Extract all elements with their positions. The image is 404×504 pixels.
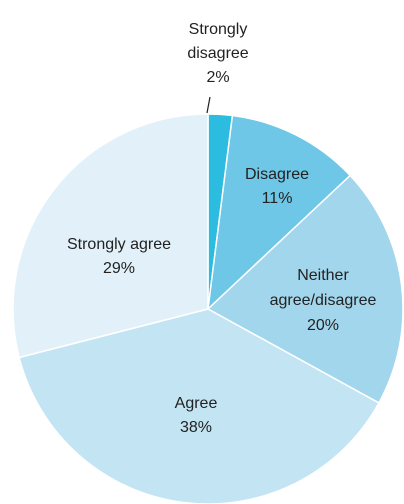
label-strongly-agree: Strongly agree: [67, 236, 171, 253]
label-agree: Agree: [175, 395, 218, 412]
label-strongly-agree-value: 29%: [103, 260, 135, 277]
label-neither-value: 20%: [307, 317, 339, 334]
pie-slice-disagree: [206, 114, 352, 311]
pie-slice-agree: [18, 308, 380, 504]
label-strongly-disagree-line1: Strongly: [189, 21, 248, 38]
label-disagree: Disagree: [245, 166, 309, 183]
label-strongly-disagree-line2: disagree: [187, 45, 248, 62]
label-agree-value: 38%: [180, 419, 212, 436]
label-neither-line1: Neither: [297, 267, 349, 284]
pie-slices: [12, 113, 404, 504]
pie-slice-strongly-agree: [12, 113, 209, 359]
label-disagree-value: 11%: [262, 190, 293, 207]
pie-slice-neither-agree-disagree: [206, 174, 404, 404]
leader-line-strongly-disagree: [206, 96, 211, 114]
label-strongly-disagree-value: 2%: [206, 69, 229, 86]
label-neither-line2: agree/disagree: [270, 292, 377, 309]
